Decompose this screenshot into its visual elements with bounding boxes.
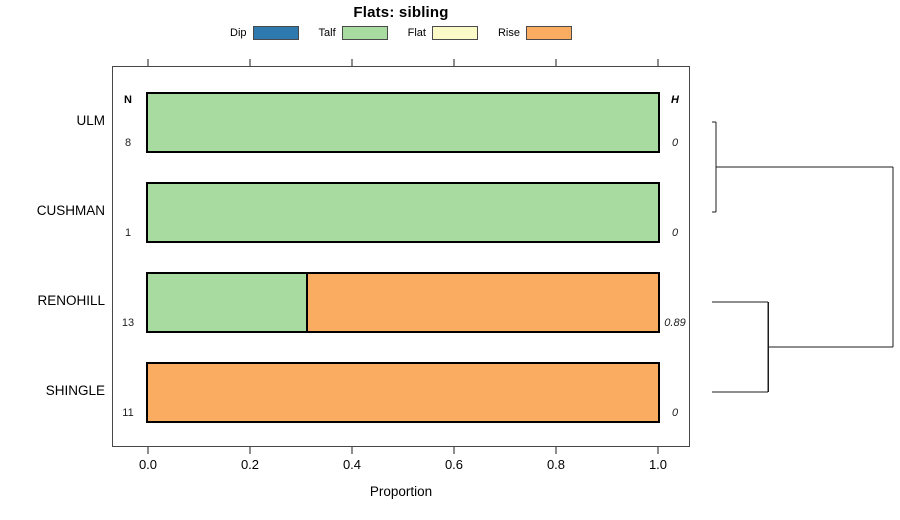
legend-label: Flat <box>407 27 426 39</box>
legend-item: Talf <box>319 26 388 40</box>
row-label: CUSHMAN <box>36 203 105 218</box>
n-value: 8 <box>124 137 132 149</box>
x-tick-label: 0.8 <box>546 457 566 472</box>
x-axis-label: Proportion <box>369 484 433 499</box>
stacked-bar <box>146 181 660 243</box>
bar-segment-talf <box>148 273 307 331</box>
legend: Dip Talf Flat Rise <box>112 25 690 41</box>
x-tick-label: 0.4 <box>342 457 362 472</box>
stacked-bar <box>146 361 660 423</box>
h-value: 0 <box>671 137 679 149</box>
legend-swatch-talf <box>341 26 388 40</box>
legend-label: Dip <box>230 27 247 39</box>
row-label: ULM <box>76 113 105 128</box>
n-value: 11 <box>122 407 134 419</box>
legend-swatch-rise <box>526 26 572 40</box>
stacked-bar <box>146 271 660 333</box>
h-value: 0 <box>671 407 679 419</box>
x-tick-label: 1.0 <box>648 457 668 472</box>
row-label: SHINGLE <box>45 383 105 398</box>
plot-area-box <box>112 66 690 447</box>
bar-segment-rise <box>306 273 658 331</box>
legend-item: Rise <box>498 26 572 40</box>
legend-swatch-dip <box>252 26 299 40</box>
h-value: 0 <box>671 227 679 239</box>
chart-title: Flats: sibling <box>353 4 449 21</box>
legend-label: Rise <box>497 27 520 39</box>
h-value: 0.89 <box>664 317 686 329</box>
n-value: 1 <box>124 227 132 239</box>
x-tick-label: 0.0 <box>138 457 158 472</box>
h-column-header: H <box>671 94 679 106</box>
legend-swatch-flat <box>431 26 478 40</box>
x-tick-label: 0.2 <box>240 457 260 472</box>
bar-segment-rise <box>148 363 658 421</box>
n-column-header: N <box>124 94 132 106</box>
legend-item: Flat <box>408 26 478 40</box>
bar-segment-talf <box>148 183 658 241</box>
n-value: 13 <box>121 317 135 329</box>
legend-item: Dip <box>230 26 299 40</box>
bar-segment-talf <box>148 93 658 151</box>
x-tick-label: 0.6 <box>444 457 464 472</box>
row-label: RENOHILL <box>37 293 105 308</box>
stacked-bar <box>146 91 660 153</box>
legend-label: Talf <box>318 27 336 39</box>
